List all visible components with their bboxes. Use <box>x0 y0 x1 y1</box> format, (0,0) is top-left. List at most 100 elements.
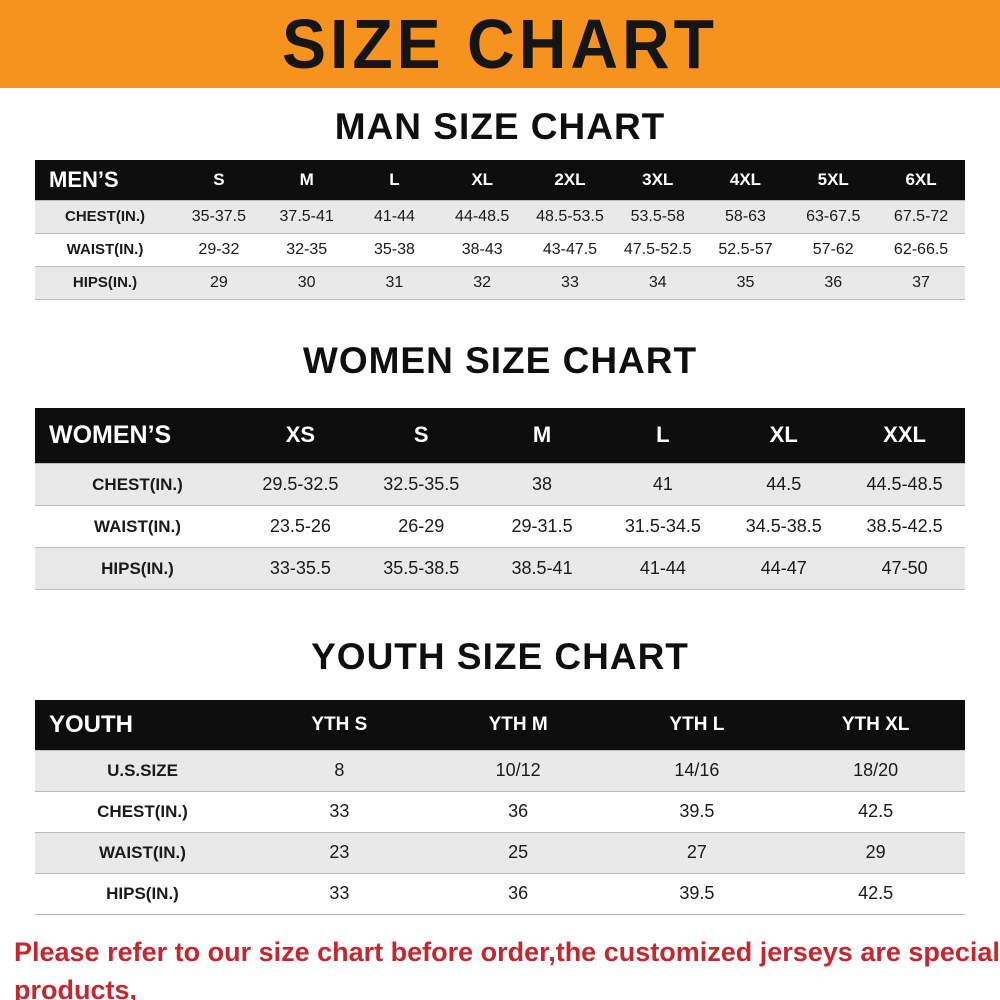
table-row: CHEST(IN.) 29.5-32.5 32.5-35.5 38 41 44.5 44.5… <box>35 463 965 506</box>
table-cell: 35-38 <box>350 232 439 267</box>
column-header: XL <box>438 160 527 200</box>
table-cell: 36 <box>789 265 878 300</box>
disclaimer-line-1: Please refer to our size chart before or… <box>14 936 1000 1000</box>
table-cell: 47.5-52.5 <box>613 232 702 267</box>
table-cell: 32.5-35.5 <box>360 463 482 506</box>
women-table-header: WOMEN’S XS S M L XL XXL <box>35 407 965 464</box>
row-label: WAIST(IN.) <box>35 232 175 267</box>
row-label: WAIST(IN.) <box>35 831 250 874</box>
column-header: XXL <box>844 407 965 464</box>
column-header: XS <box>240 407 361 464</box>
women-section-title: WOMEN SIZE CHART <box>302 339 698 381</box>
column-header: M <box>481 407 603 464</box>
table-cell: 41-44 <box>350 199 439 234</box>
column-header: 6XL <box>877 160 965 200</box>
table-cell: 39.5 <box>607 790 787 833</box>
table-cell: 41-44 <box>602 547 724 590</box>
table-row: WAIST(IN.) 23.5-26 26-29 29-31.5 31.5-34.5 34… <box>35 505 965 548</box>
table-cell: 38-43 <box>438 232 527 267</box>
column-header: S <box>360 407 482 464</box>
table-row: CHEST(IN.) 33 36 39.5 42.5 <box>35 790 965 833</box>
table-cell: 31.5-34.5 <box>602 505 724 548</box>
table-cell: 35.5-38.5 <box>360 547 482 590</box>
table-row: HIPS(IN.) 33 36 39.5 42.5 <box>35 872 965 915</box>
table-corner-label: WOMEN’S <box>35 407 240 464</box>
table-cell: 48.5-53.5 <box>526 199 614 234</box>
table-row: CHEST(IN.) 35-37.5 37.5-41 41-44 44-48.5 48.5… <box>35 199 965 234</box>
youth-table-body: U.S.SIZE 8 10/12 14/16 18/20 CHEST(IN.) 33 36 39… <box>35 749 965 915</box>
table-cell: 62-66.5 <box>877 232 965 267</box>
row-label: HIPS(IN.) <box>35 872 250 915</box>
column-header: XL <box>723 407 845 464</box>
table-cell: 44.5 <box>723 463 845 506</box>
table-cell: 42.5 <box>786 872 965 915</box>
table-cell: 29 <box>786 831 965 874</box>
table-cell: 57-62 <box>789 232 878 267</box>
column-header: L <box>602 407 724 464</box>
table-cell: 34 <box>613 265 702 300</box>
table-cell: 14/16 <box>607 749 787 792</box>
table-cell: 26-29 <box>360 505 482 548</box>
column-header: S <box>175 160 263 200</box>
table-cell: 29-32 <box>175 232 263 267</box>
column-header: 2XL <box>526 160 614 200</box>
table-cell: 23.5-26 <box>240 505 361 548</box>
column-header: M <box>262 160 351 200</box>
column-header: 3XL <box>613 160 702 200</box>
row-label: HIPS(IN.) <box>35 547 240 590</box>
table-cell: 29-31.5 <box>481 505 603 548</box>
table-cell: 23 <box>250 831 429 874</box>
women-size-table: WOMEN’S XS S M L XL XXL CHEST(IN.) 29.5-32.5 32.… <box>35 407 965 590</box>
row-label: U.S.SIZE <box>35 749 250 792</box>
column-header: YTH XL <box>786 700 965 750</box>
banner-title: SIZE CHART <box>282 5 718 83</box>
table-cell: 43-47.5 <box>526 232 614 267</box>
column-header: 4XL <box>701 160 790 200</box>
table-cell: 33-35.5 <box>240 547 361 590</box>
table-cell: 33 <box>250 790 429 833</box>
table-cell: 36 <box>428 872 608 915</box>
table-cell: 44.5-48.5 <box>844 463 965 506</box>
table-cell: 32 <box>438 265 527 300</box>
table-corner-label: MEN’S <box>35 160 175 200</box>
header-row: MEN’S S M L XL 2XL 3XL 4XL 5XL 6XL <box>35 160 965 200</box>
header-row: WOMEN’S XS S M L XL XXL <box>35 407 965 464</box>
table-cell: 31 <box>350 265 439 300</box>
table-cell: 33 <box>250 872 429 915</box>
table-row: WAIST(IN.) 23 25 27 29 <box>35 831 965 874</box>
table-cell: 35-37.5 <box>175 199 263 234</box>
table-cell: 63-67.5 <box>789 199 878 234</box>
size-chart-banner: SIZE CHART <box>0 0 1000 88</box>
row-label: HIPS(IN.) <box>35 265 175 300</box>
table-cell: 38.5-42.5 <box>844 505 965 548</box>
youth-section-title: YOUTH SIZE CHART <box>311 636 689 677</box>
table-cell: 29.5-32.5 <box>240 463 361 506</box>
table-cell: 41 <box>602 463 724 506</box>
women-table-body: CHEST(IN.) 29.5-32.5 32.5-35.5 38 41 44.5 44.5… <box>35 463 965 590</box>
row-label: CHEST(IN.) <box>35 463 240 506</box>
table-row: WAIST(IN.) 29-32 32-35 35-38 38-43 43-47.5 47.… <box>35 232 965 267</box>
row-label: WAIST(IN.) <box>35 505 240 548</box>
table-row: HIPS(IN.) 29 30 31 32 33 34 35 36 37 <box>35 265 965 300</box>
table-cell: 10/12 <box>428 749 608 792</box>
table-cell: 37 <box>877 265 965 300</box>
men-table-header: MEN’S S M L XL 2XL 3XL 4XL 5XL 6XL <box>35 160 965 200</box>
table-cell: 35 <box>701 265 790 300</box>
men-table-body: CHEST(IN.) 35-37.5 37.5-41 41-44 44-48.5 48.5… <box>35 199 965 300</box>
column-header: YTH M <box>428 700 608 750</box>
table-cell: 53.5-58 <box>613 199 702 234</box>
column-header: YTH L <box>607 700 787 750</box>
table-cell: 38 <box>481 463 603 506</box>
table-cell: 44-47 <box>723 547 845 590</box>
youth-table-header: YOUTH YTH S YTH M YTH L YTH XL <box>35 700 965 750</box>
table-cell: 58-63 <box>701 199 790 234</box>
table-cell: 8 <box>250 749 429 792</box>
table-cell: 52.5-57 <box>701 232 790 267</box>
column-header: 5XL <box>789 160 878 200</box>
column-header: L <box>350 160 439 200</box>
youth-size-table: YOUTH YTH S YTH M YTH L YTH XL U.S.SIZE 8 10/1… <box>35 700 965 915</box>
table-cell: 38.5-41 <box>481 547 603 590</box>
table-cell: 30 <box>262 265 351 300</box>
table-cell: 42.5 <box>786 790 965 833</box>
table-cell: 25 <box>428 831 608 874</box>
